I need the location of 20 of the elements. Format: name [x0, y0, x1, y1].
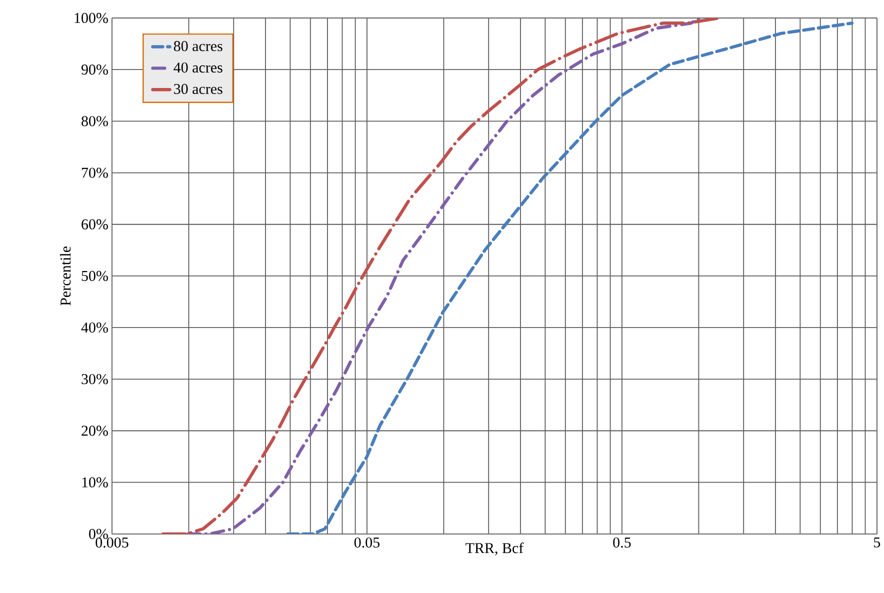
- legend-label: 30 acres: [174, 84, 222, 94]
- y-tick-label: 30%: [82, 374, 108, 384]
- legend-label: 80 acres: [174, 41, 222, 52]
- legend-label: 40 acres: [174, 62, 222, 73]
- y-tick-label: 60%: [82, 219, 108, 230]
- y-tick-label: 20%: [82, 426, 108, 436]
- x-tick-label: 0.5: [613, 538, 631, 548]
- y-axis-title: Percentile: [60, 246, 71, 306]
- x-tick-label: 5: [874, 537, 880, 548]
- x-tick-label: 0.005: [96, 538, 128, 548]
- x-tick-label: 0.05: [354, 538, 380, 548]
- y-tick-label: 70%: [82, 168, 108, 178]
- y-tick-label: 80%: [82, 116, 108, 126]
- y-tick-label: 0%: [89, 528, 108, 540]
- y-tick-label: 100%: [74, 12, 108, 24]
- y-tick-label: 50%: [82, 270, 108, 282]
- y-tick-label: 40%: [81, 322, 108, 333]
- x-axis-title: TRR, Bcf: [466, 542, 524, 556]
- y-tick-label: 90%: [81, 64, 108, 75]
- y-tick-label: 10%: [82, 477, 108, 488]
